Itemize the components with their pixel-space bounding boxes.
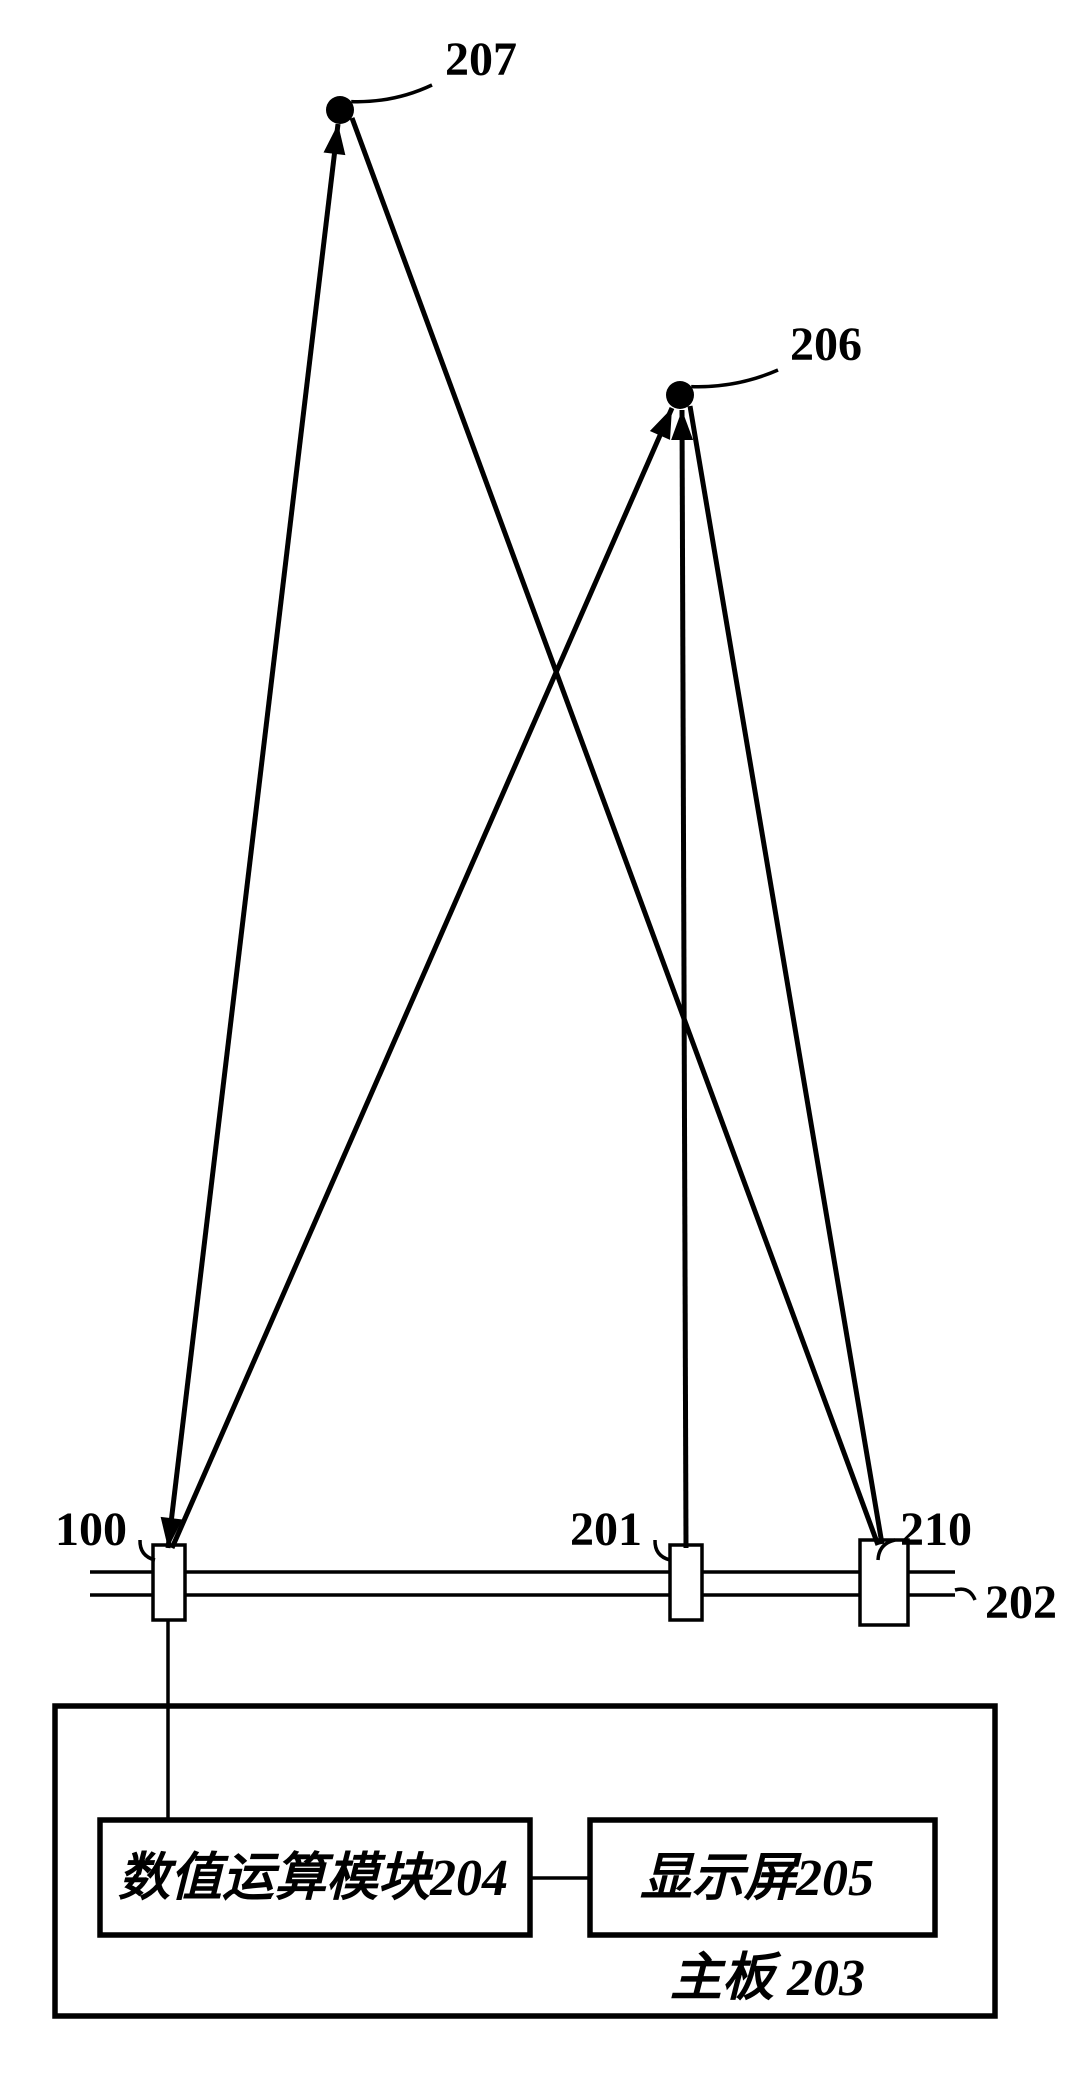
label-207: 207 xyxy=(445,33,517,86)
mainboard-label-203: 主板 203 xyxy=(670,1950,865,2007)
ray-n100-p206 xyxy=(172,408,672,1548)
ray-n201-p206 xyxy=(682,410,686,1548)
point-207 xyxy=(326,96,354,124)
module-204-label: 数值运算模块204 xyxy=(118,1850,508,1907)
label-202: 202 xyxy=(985,1576,1057,1629)
label-206: 206 xyxy=(790,318,862,371)
label-100: 100 xyxy=(55,1503,127,1556)
module-205-label: 显示屏205 xyxy=(640,1850,874,1907)
ray-n100-p207 xyxy=(168,124,338,1548)
node-n100 xyxy=(153,1545,185,1620)
label-210: 210 xyxy=(900,1503,972,1556)
label-201: 201 xyxy=(570,1503,642,1556)
point-206 xyxy=(666,381,694,409)
node-n201 xyxy=(670,1545,702,1620)
ray-n210-p206 xyxy=(690,406,882,1544)
